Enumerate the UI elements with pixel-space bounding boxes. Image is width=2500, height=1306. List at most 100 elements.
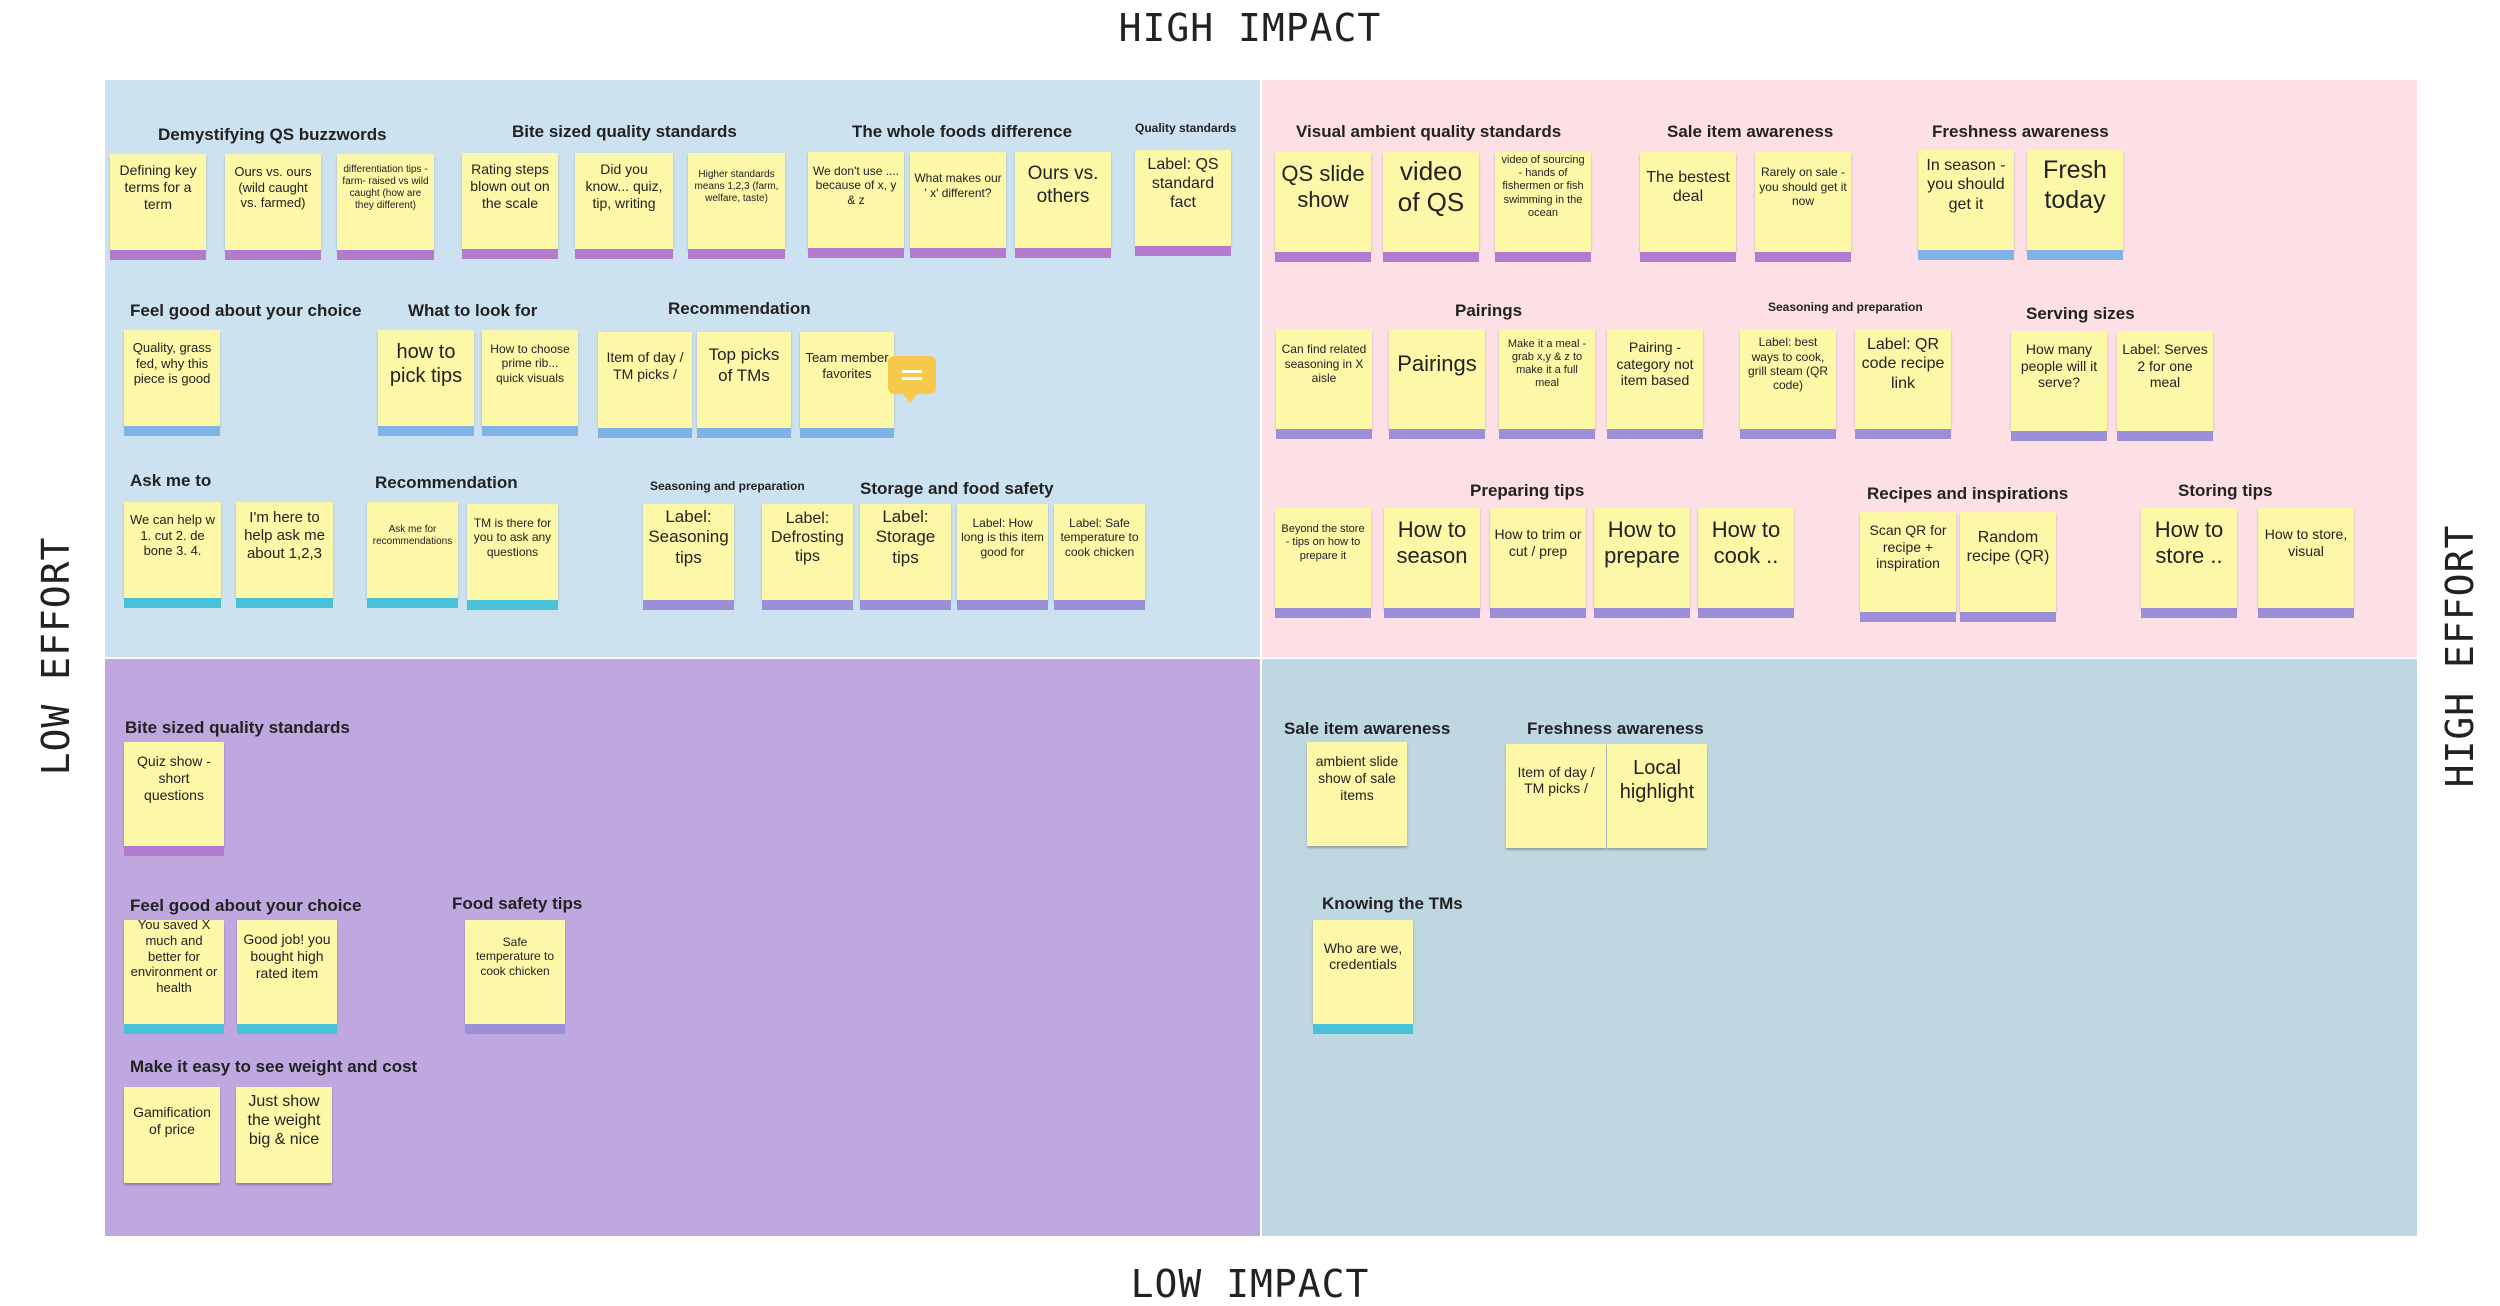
sticky-note[interactable]: Defining key terms for a term	[110, 154, 206, 260]
sticky-note[interactable]: Pairing - category not item based	[1607, 329, 1703, 439]
sticky-note[interactable]: Just show the weight big & nice	[236, 1087, 332, 1183]
note-stack-bar	[1135, 246, 1231, 256]
sticky-note[interactable]: differentiation tips - farm- raised vs w…	[337, 154, 434, 260]
sticky-note[interactable]: Can find related seasoning in X aisle	[1276, 329, 1372, 439]
note-stack-bar	[598, 428, 692, 438]
sticky-note-text: I'm here to help ask me about 1,2,3	[244, 508, 325, 562]
sticky-note-text: How many people will it serve?	[2020, 340, 2098, 391]
sticky-note[interactable]: How to prepare	[1594, 508, 1690, 618]
sticky-note[interactable]: Ask me for recommendations	[367, 502, 458, 608]
sticky-note[interactable]: Random recipe (QR)	[1960, 512, 2056, 622]
sticky-note[interactable]: Rarely on sale - you should get it now	[1755, 152, 1851, 262]
sticky-note[interactable]: Top picks of TMs	[697, 332, 791, 438]
note-stack-bar	[2141, 608, 2237, 618]
sticky-note-text: Team member favorites	[805, 350, 889, 381]
sticky-note-text: The bestest deal	[1646, 168, 1730, 205]
sticky-note-text: Label: How long is this item good for	[961, 516, 1044, 559]
sticky-note[interactable]: How to season	[1384, 508, 1480, 618]
group-label-feel-good-about-your-choice: Feel good about your choice	[130, 301, 362, 320]
sticky-note[interactable]: how to pick tips	[378, 330, 474, 436]
sticky-note[interactable]: Label: Defrosting tips	[762, 504, 853, 610]
sticky-note-text: Who are we, credentials	[1323, 939, 1403, 973]
sticky-note[interactable]: Label: Safe temperature to cook chicken	[1054, 504, 1145, 610]
sticky-note[interactable]: Make it a meal - grab x,y & z to make it…	[1499, 329, 1595, 439]
sticky-note[interactable]: Ours vs. others	[1015, 152, 1111, 258]
sticky-note[interactable]: Rating steps blown out on the scale	[462, 153, 558, 259]
sticky-note[interactable]: Gamification of price	[124, 1087, 220, 1183]
sticky-note[interactable]: Team member favorites	[800, 332, 894, 438]
group-label-feel-good-about-your-choice: Feel good about your choice	[130, 896, 362, 915]
sticky-note[interactable]: How to cook ..	[1698, 508, 1794, 618]
sticky-note[interactable]: Local highlight	[1607, 744, 1707, 848]
sticky-note-text: Can find related seasoning in X aisle	[1281, 342, 1367, 386]
note-stack-bar	[1015, 248, 1111, 258]
sticky-note[interactable]: Quality, grass fed, why this piece is go…	[124, 330, 220, 436]
note-stack-bar	[1276, 429, 1372, 439]
note-stack-bar	[1960, 612, 2056, 622]
sticky-note[interactable]: Who are we, credentials	[1313, 920, 1413, 1034]
sticky-note[interactable]: TM is there for you to ask any questions	[467, 504, 558, 610]
note-stack-bar	[688, 249, 785, 259]
sticky-note[interactable]: We can help w 1. cut 2. de bone 3. 4.	[124, 502, 221, 608]
sticky-note[interactable]: QS slide show	[1275, 152, 1371, 262]
group-label-freshness-awareness: Freshness awareness	[1527, 719, 1704, 738]
sticky-note[interactable]: Label: Storage tips	[860, 504, 951, 610]
note-stack-bar	[1383, 252, 1479, 262]
note-stack-bar	[1384, 608, 1480, 618]
sticky-note[interactable]: The bestest deal	[1640, 152, 1736, 262]
sticky-note[interactable]: ambient slide show of sale items	[1307, 742, 1407, 846]
sticky-note[interactable]: I'm here to help ask me about 1,2,3	[236, 502, 333, 608]
sticky-note[interactable]: You saved X much and better for environm…	[124, 920, 224, 1034]
sticky-note[interactable]: Safe temperature to cook chicken	[465, 920, 565, 1034]
sticky-note[interactable]: Higher standards means 1,2,3 (farm, welf…	[688, 153, 785, 259]
sticky-note[interactable]: Scan QR for recipe + inspiration	[1860, 512, 1956, 622]
note-stack-bar	[124, 426, 220, 436]
note-stack-bar	[225, 250, 321, 260]
sticky-note[interactable]: Quiz show - short questions	[124, 742, 224, 856]
sticky-note[interactable]: Did you know... quiz, tip, writing	[575, 153, 673, 259]
sticky-note[interactable]: How to store ..	[2141, 508, 2237, 618]
note-stack-bar	[1389, 429, 1485, 439]
chat-comment-icon[interactable]	[888, 356, 936, 403]
sticky-note[interactable]: How to choose prime rib... quick visuals	[482, 330, 578, 436]
sticky-note[interactable]: video of sourcing - hands of fishermen o…	[1495, 152, 1591, 262]
sticky-note-text: How to cook ..	[1711, 516, 1781, 568]
note-stack-bar	[2011, 431, 2107, 441]
note-stack-bar	[2117, 431, 2213, 441]
sticky-note[interactable]: Pairings	[1389, 329, 1485, 439]
sticky-note[interactable]: What makes our ' x' different?	[910, 152, 1006, 258]
sticky-note[interactable]: In season - you should get it	[1918, 150, 2014, 260]
sticky-note[interactable]: Good job! you bought high rated item	[237, 920, 337, 1034]
sticky-note[interactable]: Item of day / TM picks /	[598, 332, 692, 438]
sticky-note[interactable]: How to store, visual	[2258, 508, 2354, 618]
group-label-demystifying-qs-buzzwords: Demystifying QS buzzwords	[158, 125, 387, 144]
sticky-note[interactable]: video of QS	[1383, 152, 1479, 262]
sticky-note[interactable]: Label: How long is this item good for	[957, 504, 1048, 610]
note-stack-bar	[1499, 429, 1595, 439]
sticky-note-text: Quiz show - short questions	[137, 753, 211, 803]
sticky-note-text: Beyond the store - tips on how to prepar…	[1281, 523, 1365, 562]
sticky-note-text: Safe temperature to cook chicken	[475, 934, 555, 978]
sticky-note-text: Ours vs. ours (wild caught vs. farmed)	[234, 164, 312, 211]
axis-label-high-effort: HIGH EFFORT	[2438, 524, 2482, 788]
sticky-note[interactable]: We don't use .... because of x, y & z	[808, 152, 904, 258]
sticky-note[interactable]: How many people will it serve?	[2011, 331, 2107, 441]
sticky-note-text: You saved X much and better for environm…	[130, 920, 218, 993]
sticky-note[interactable]: Item of day / TM picks /	[1506, 744, 1606, 848]
sticky-note-text: Pairing - category not item based	[1616, 338, 1694, 389]
note-stack-bar	[800, 428, 894, 438]
sticky-note[interactable]: How to trim or cut / prep	[1490, 508, 1586, 618]
sticky-note[interactable]: Label: Seasoning tips	[643, 504, 734, 610]
sticky-note[interactable]: Ours vs. ours (wild caught vs. farmed)	[225, 154, 321, 260]
sticky-note-text: Label: Safe temperature to cook chicken	[1060, 516, 1139, 559]
sticky-note-text: Make it a meal - grab x,y & z to make it…	[1507, 337, 1587, 390]
sticky-note-text: What makes our ' x' different?	[914, 171, 1002, 200]
sticky-note[interactable]: Beyond the store - tips on how to prepar…	[1275, 508, 1371, 618]
group-label-preparing-tips: Preparing tips	[1470, 481, 1585, 500]
sticky-note[interactable]: Label: best ways to cook, grill steam (Q…	[1740, 329, 1836, 439]
sticky-note[interactable]: Fresh today	[2027, 150, 2123, 260]
sticky-note[interactable]: Label: QS standard fact	[1135, 150, 1231, 256]
note-stack-bar	[762, 600, 853, 610]
sticky-note[interactable]: Label: QR code recipe link	[1855, 329, 1951, 439]
sticky-note[interactable]: Label: Serves 2 for one meal	[2117, 331, 2213, 441]
